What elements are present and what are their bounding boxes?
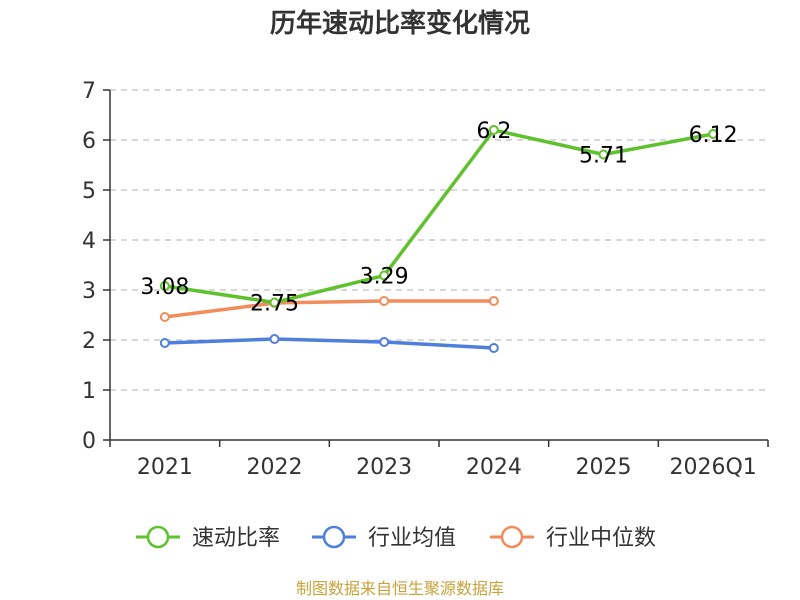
source-note: 制图数据来自恒生聚源数据库	[296, 579, 504, 598]
x-tick-label: 2025	[576, 455, 632, 480]
series-point-0	[598, 149, 609, 160]
series-point-0	[488, 125, 499, 135]
series-line-0	[164, 128, 714, 305]
series-point-1	[159, 338, 170, 348]
x-tick-label: 2024	[466, 455, 522, 480]
x-tick-label: 2022	[247, 455, 303, 480]
y-tick-label: 3	[82, 279, 96, 304]
series-point-0	[269, 297, 280, 308]
legend-label: 行业中位数	[546, 526, 656, 551]
data-label: 6.2	[476, 119, 511, 144]
legend-label: 速动比率	[192, 526, 280, 551]
series-point-0	[159, 281, 170, 291]
series-line-1	[164, 337, 494, 350]
y-tick-label: 7	[82, 79, 96, 104]
data-label: 3.08	[140, 275, 189, 300]
x-tick-label: 2023	[356, 455, 412, 480]
legend-label: 行业均值	[368, 526, 456, 551]
y-tick-label: 5	[82, 179, 96, 204]
data-labels: 3.08 2.75 3.29 6.2 5.71 6.12	[140, 119, 737, 317]
y-tick-label: 0	[82, 429, 96, 454]
data-label: 6.12	[689, 123, 738, 148]
series-point-0	[379, 270, 390, 281]
y-tick-label: 2	[82, 329, 96, 354]
y-tick-label: 6	[82, 129, 96, 154]
data-label: 3.29	[360, 265, 409, 290]
y-tick-label: 1	[82, 379, 96, 404]
legend-swatch-marker	[146, 525, 170, 549]
y-tick-label: 4	[82, 229, 96, 254]
series-point-2	[159, 312, 170, 322]
legend-swatch-marker	[322, 525, 346, 549]
legend-swatch-marker	[500, 525, 524, 549]
series-point-1	[488, 343, 499, 353]
series-line-2	[164, 299, 494, 319]
series-point-1	[269, 334, 280, 344]
series-point-1	[379, 337, 390, 347]
data-label: 5.71	[579, 144, 628, 169]
chart-title: 历年速动比率变化情况	[270, 8, 530, 39]
series-point-2	[379, 296, 390, 306]
x-tick-label: 2021	[137, 455, 193, 480]
series-point-2	[488, 296, 499, 306]
data-label: 2.75	[250, 292, 299, 317]
axes: 0 1 2 3 4 5 6 7 2021 2022 2023 2024 2025 2026Q1	[82, 79, 769, 480]
legend[interactable]: 速动比率 行业均值 行业中位数	[136, 525, 656, 551]
series-layer	[159, 125, 719, 353]
series-point-0	[708, 129, 719, 139]
x-tick-label: 2026Q1	[670, 455, 757, 480]
